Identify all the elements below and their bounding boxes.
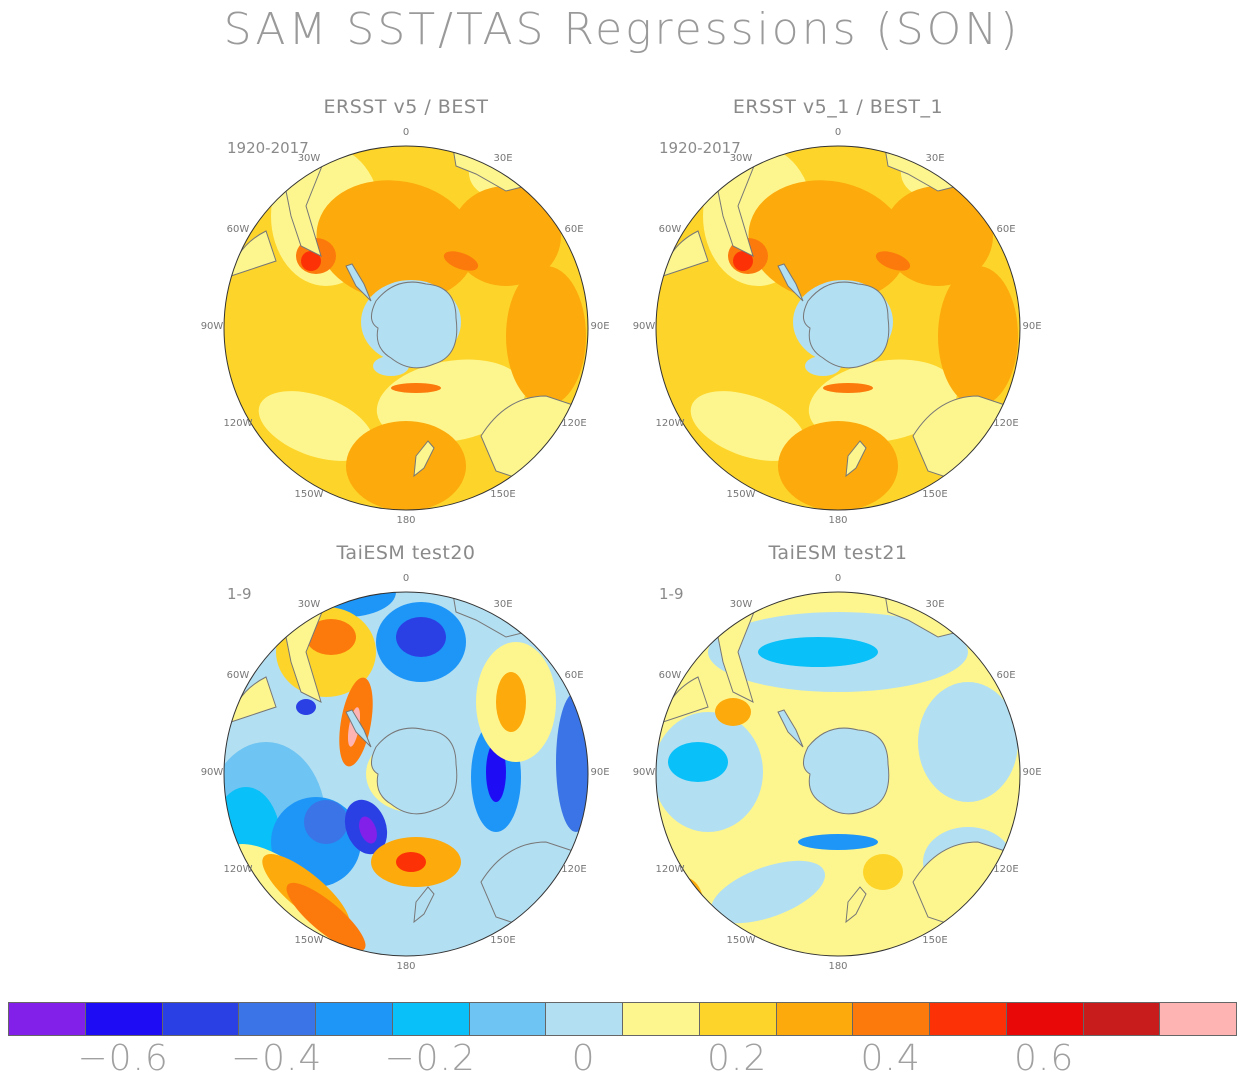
period-label: 1-9 — [659, 585, 684, 603]
lon-label-e90: 90E — [590, 321, 610, 332]
map-boundary — [223, 591, 589, 957]
panel-title: ERSST v5 / BEST — [323, 96, 489, 118]
map-boundary — [655, 145, 1021, 511]
map-boundary — [223, 145, 589, 511]
lon-label-w150: 150W — [726, 489, 756, 500]
lon-label-w120: 120W — [223, 418, 253, 429]
map-field — [224, 592, 588, 956]
colorbar-box — [775, 1002, 854, 1036]
lon-label-w90: 90W — [200, 321, 224, 332]
lon-label-s: 180 — [828, 515, 848, 526]
lon-label-ne30: 30E — [493, 152, 513, 164]
period-label: 1920-2017 — [659, 139, 741, 157]
lon-label-w60: 60W — [658, 224, 682, 235]
lon-label-w60: 60W — [658, 670, 682, 681]
panel-taiesm-test20: TaiESM test20 1-9 0 30E 60E 90E 120E 150E 180 1… — [201, 542, 610, 982]
lon-label-w90: 90W — [632, 321, 656, 332]
lon-label-e120: 120E — [993, 864, 1019, 875]
polar-map — [655, 591, 1021, 957]
lon-label-n: 0 — [834, 127, 842, 138]
polar-map — [223, 145, 589, 511]
colorbar-box — [8, 1002, 86, 1036]
colorbar-box — [1005, 1002, 1084, 1036]
lon-label-e150: 150E — [490, 489, 516, 500]
lon-label-w60: 60W — [226, 224, 250, 235]
lon-label-ne60: 60E — [996, 670, 1016, 681]
lon-label-w60: 60W — [226, 670, 250, 681]
lon-label-e150: 150E — [490, 935, 516, 946]
lon-label-e90: 90E — [590, 767, 610, 778]
colorbar-tick-label: 0 — [571, 1038, 596, 1079]
lon-label-ne30: 30E — [925, 598, 945, 610]
lon-label-w150: 150W — [294, 489, 324, 500]
colorbar-tick-label: 0.4 — [860, 1038, 921, 1079]
colorbar-box — [929, 1002, 1007, 1036]
lon-label-w30: 30W — [729, 152, 753, 164]
colorbar-box — [315, 1002, 393, 1036]
panel-title: TaiESM test21 — [768, 542, 908, 564]
lon-label-w90: 90W — [632, 767, 656, 778]
lon-label-w120: 120W — [655, 418, 685, 429]
period-label: 1920-2017 — [227, 139, 309, 157]
panel-ersst-best-1: ERSST v5_1 / BEST_1 1920-2017 0 30E 60E 90E… — [633, 96, 1042, 536]
lon-label-e120: 120E — [561, 864, 587, 875]
lon-label-w150: 150W — [726, 935, 756, 946]
period-label: 1-9 — [227, 585, 252, 603]
lon-label-e90: 90E — [1022, 321, 1042, 332]
colorbar-tick-label: 0.6 — [1013, 1038, 1075, 1079]
map-boundary — [655, 591, 1021, 957]
colorbar-tick-label: −0.6 — [77, 1038, 169, 1079]
lon-label-w120: 120W — [223, 864, 253, 875]
lon-label-e120: 120E — [993, 418, 1019, 429]
lon-label-e150: 150E — [922, 489, 948, 500]
lon-label-w90: 90W — [200, 767, 224, 778]
colorbar-box — [391, 1002, 470, 1036]
lon-label-ne30: 30E — [493, 598, 513, 610]
colorbar-box — [1082, 1002, 1161, 1036]
colorbar-box — [1159, 1002, 1237, 1036]
lon-label-w120: 120W — [655, 864, 685, 875]
colorbar-box — [698, 1002, 777, 1036]
colorbar-box — [84, 1002, 163, 1036]
colorbar-tick-label: 0.2 — [706, 1038, 768, 1079]
panel-title: TaiESM test20 — [336, 542, 476, 564]
lon-label-ne60: 60E — [564, 670, 584, 681]
lon-label-ne60: 60E — [996, 224, 1016, 235]
lon-label-n: 0 — [402, 127, 410, 138]
lon-label-ne30: 30E — [925, 152, 945, 164]
lon-label-s: 180 — [396, 515, 416, 526]
lon-label-ne60: 60E — [564, 224, 584, 235]
lon-label-e120: 120E — [561, 418, 587, 429]
lon-label-s: 180 — [828, 961, 848, 972]
colorbar-box — [622, 1002, 700, 1036]
panel-title: ERSST v5_1 / BEST_1 — [732, 96, 944, 118]
colorbar-box — [238, 1002, 316, 1036]
map-field — [656, 146, 1020, 510]
colorbar-box — [545, 1002, 623, 1036]
polar-map — [655, 145, 1021, 511]
lon-label-w150: 150W — [294, 935, 324, 946]
lon-label-e90: 90E — [1022, 767, 1042, 778]
colorbar-box — [161, 1002, 240, 1036]
polar-map — [223, 591, 589, 957]
colorbar-tick-label: −0.2 — [384, 1038, 476, 1079]
lon-label-n: 0 — [834, 573, 842, 584]
colorbar — [8, 1002, 1237, 1036]
lon-label-n: 0 — [402, 573, 410, 584]
map-field — [224, 146, 588, 510]
lon-label-e150: 150E — [922, 935, 948, 946]
map-field — [656, 592, 1020, 956]
lon-label-w30: 30W — [297, 152, 321, 164]
colorbar-box — [852, 1002, 930, 1036]
colorbar-box — [468, 1002, 547, 1036]
colorbar-tick-label: −0.4 — [230, 1038, 323, 1079]
main-title: SAM SST/TAS Regressions (SON) — [223, 4, 1021, 55]
panel-taiesm-test21: TaiESM test21 1-9 0 30E 60E 90E 120E 150E 180 1… — [633, 542, 1042, 982]
lon-label-s: 180 — [396, 961, 416, 972]
lon-label-w30: 30W — [297, 598, 321, 610]
lon-label-w30: 30W — [729, 598, 753, 610]
panel-ersst-best: ERSST v5 / BEST 1920-2017 0 30E 60E 90E 120E… — [201, 96, 610, 536]
